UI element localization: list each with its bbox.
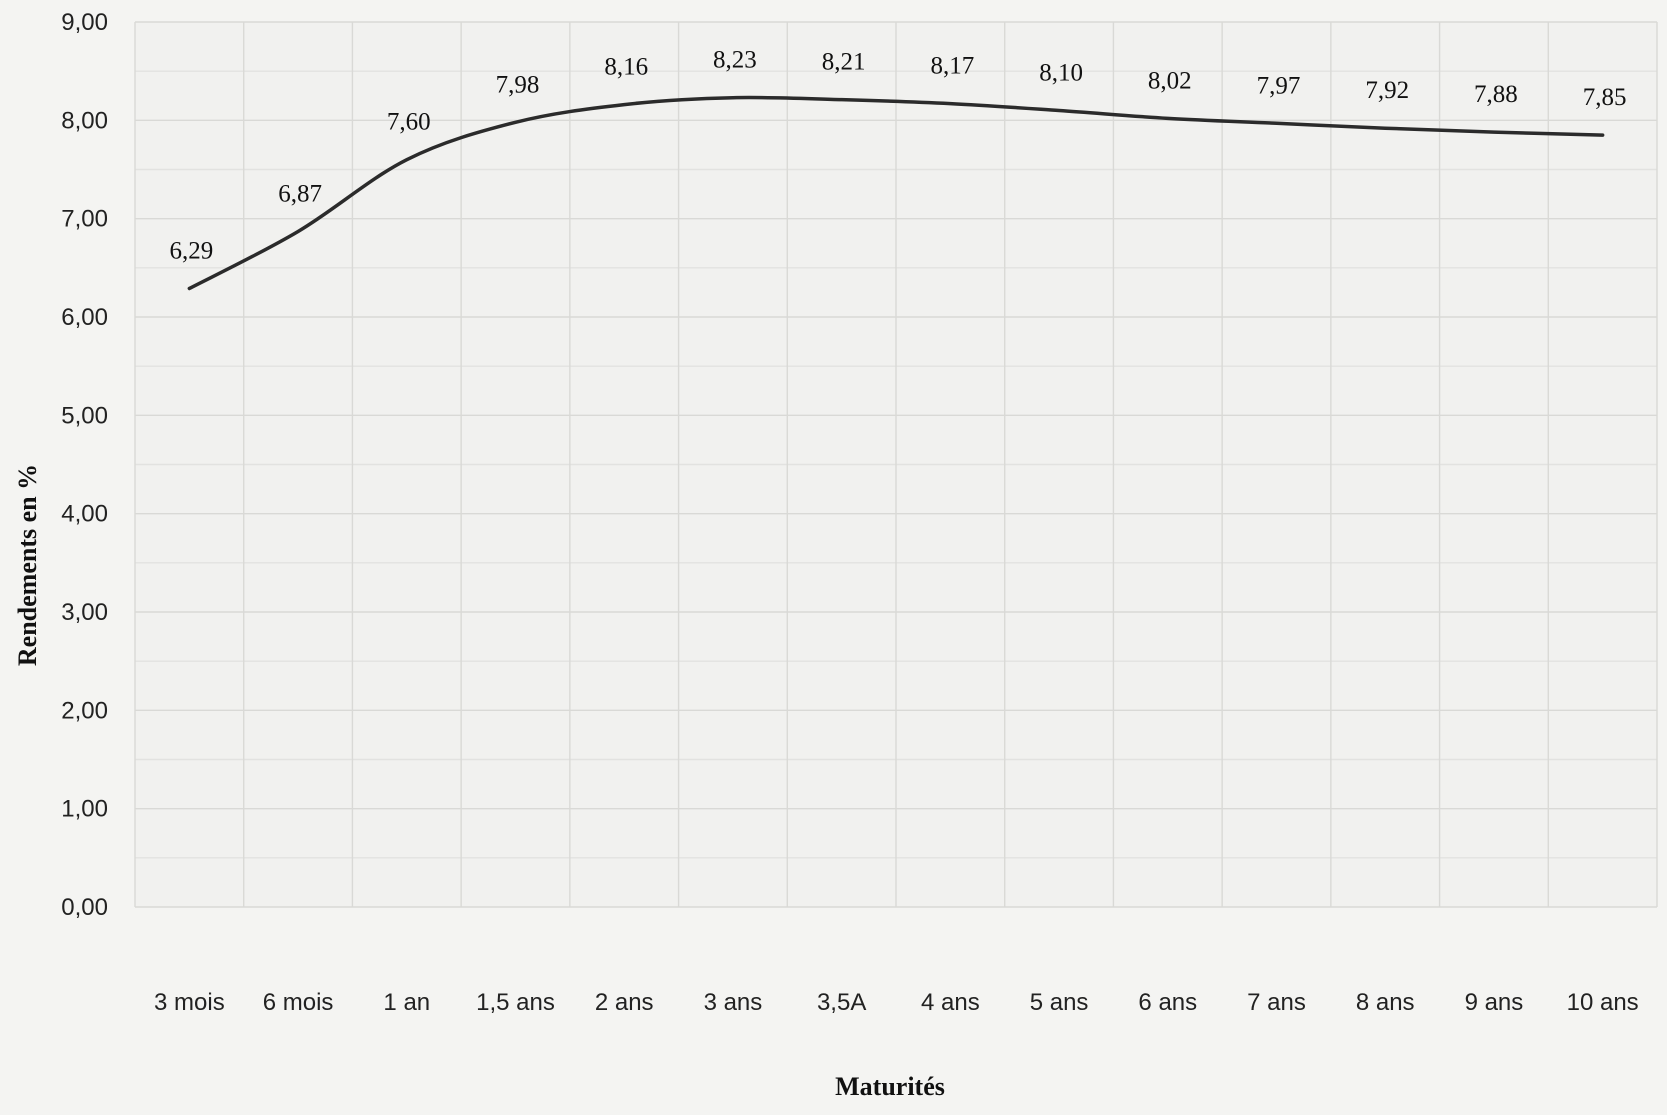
y-axis-title: Rendements en %	[13, 464, 42, 666]
x-tick-label: 3 ans	[704, 989, 763, 1016]
x-tick-label: 8 ans	[1356, 989, 1415, 1016]
data-label: 8,10	[1039, 60, 1083, 87]
data-label: 7,60	[387, 109, 431, 136]
x-tick-label: 6 mois	[263, 989, 334, 1016]
y-tick-label: 3,00	[61, 599, 108, 626]
data-label: 7,85	[1583, 84, 1627, 111]
x-axis-title: Maturités	[835, 1072, 945, 1101]
vertical-gridlines	[134, 22, 1658, 907]
data-label: 8,17	[930, 53, 974, 80]
data-label: 8,23	[713, 47, 757, 74]
x-axis-ticks: 3 mois 6 mois 1 an 1,5 ans 2 ans 3 ans 3,5A 4 a…	[154, 989, 1639, 1016]
data-label: 8,21	[822, 49, 866, 76]
x-tick-label: 1,5 ans	[476, 989, 555, 1016]
data-label: 6,87	[278, 180, 322, 207]
x-tick-label: 3 mois	[154, 989, 225, 1016]
y-tick-label: 9,00	[61, 9, 108, 36]
data-label: 8,16	[604, 54, 648, 81]
series-line	[187, 95, 1605, 291]
x-tick-label: 4 ans	[921, 989, 980, 1016]
y-tick-label: 1,00	[61, 796, 108, 823]
y-axis-ticks: 0,00 1,00 2,00 3,00 4,00 5,00 6,00 7,00 8,00 9,00	[61, 9, 108, 921]
x-tick-label: 5 ans	[1030, 989, 1089, 1016]
y-tick-label: 0,00	[61, 894, 108, 921]
data-label: 7,97	[1257, 72, 1301, 99]
data-labels: 6,29 6,87 7,60 7,98 8,16 8,23 8,21 8,17 8,10 8,02…	[169, 47, 1626, 265]
data-label: 7,98	[496, 71, 540, 98]
y-tick-label: 6,00	[61, 304, 108, 331]
y-tick-label: 2,00	[61, 697, 108, 724]
x-tick-label: 10 ans	[1567, 989, 1639, 1016]
data-label: 7,92	[1365, 77, 1409, 104]
x-tick-label: 9 ans	[1465, 989, 1524, 1016]
data-label: 8,02	[1148, 67, 1192, 94]
x-tick-label: 7 ans	[1247, 989, 1306, 1016]
x-tick-label: 2 ans	[595, 989, 654, 1016]
data-label: 6,29	[169, 237, 213, 264]
y-tick-label: 4,00	[61, 501, 108, 528]
x-tick-label: 3,5A	[817, 989, 866, 1016]
data-label: 7,88	[1474, 81, 1518, 108]
y-tick-label: 7,00	[61, 206, 108, 233]
y-tick-label: 5,00	[61, 402, 108, 429]
y-tick-label: 8,00	[61, 107, 108, 134]
x-tick-label: 6 ans	[1138, 989, 1197, 1016]
x-tick-label: 1 an	[383, 989, 430, 1016]
